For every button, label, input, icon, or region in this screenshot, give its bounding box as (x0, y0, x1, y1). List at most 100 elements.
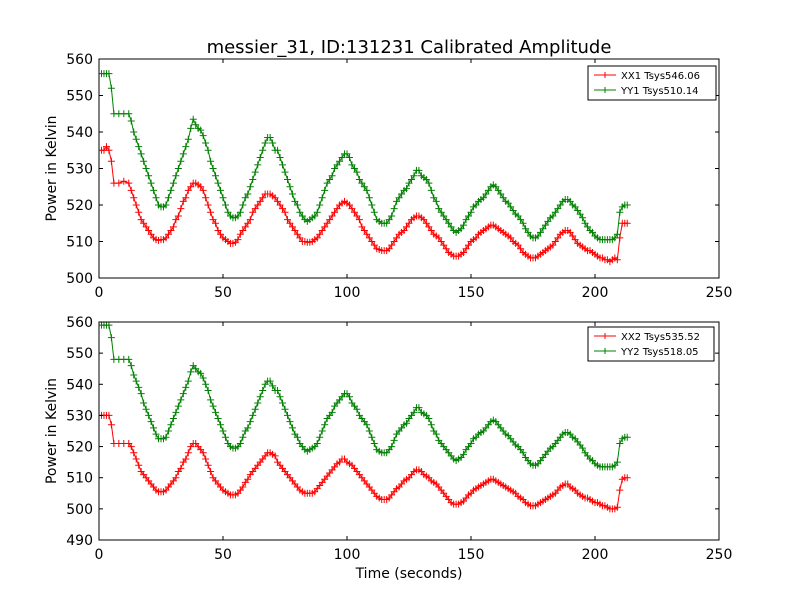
data-point-marker (266, 133, 274, 141)
data-point-marker (328, 408, 336, 416)
data-point-marker (276, 154, 284, 162)
data-point-marker (217, 230, 225, 238)
data-point-marker (484, 186, 492, 194)
data-point-marker (465, 212, 473, 220)
data-point-marker (571, 236, 579, 244)
data-point-marker (479, 194, 487, 202)
data-point-marker (457, 225, 465, 233)
data-point-marker (152, 430, 160, 438)
data-point-marker (616, 208, 624, 216)
data-point-marker (152, 194, 160, 202)
data-point-marker (224, 208, 232, 216)
legend-box (587, 65, 717, 101)
data-point-marker (623, 219, 631, 227)
data-point-marker (365, 194, 373, 202)
data-point-marker (589, 228, 597, 236)
data-point-marker (321, 186, 329, 194)
x-tick-label: 250 (706, 285, 733, 301)
x-tick-label: 250 (706, 547, 733, 563)
y-tick-label: 520 (66, 198, 93, 214)
data-point-marker (147, 418, 155, 426)
data-point-marker (214, 179, 222, 187)
data-point-marker (407, 175, 415, 183)
data-point-marker (202, 139, 210, 147)
data-point-marker (279, 205, 287, 213)
data-point-marker (499, 194, 507, 202)
data-point-marker (554, 234, 562, 242)
data-point-marker (316, 433, 324, 441)
data-point-marker (435, 205, 443, 213)
data-point-marker (130, 449, 138, 457)
data-point-marker (251, 168, 259, 176)
data-point-marker (207, 208, 215, 216)
data-point-marker (519, 449, 527, 457)
data-point-marker (256, 393, 264, 401)
legend-marker-sample (602, 72, 608, 78)
legend-entry-label: XX2 Tsys535.52 (621, 332, 700, 343)
data-point-marker (462, 216, 470, 224)
data-point-marker (623, 201, 631, 209)
data-point-marker (350, 208, 358, 216)
data-point-marker (105, 146, 113, 154)
data-point-marker (107, 334, 115, 342)
data-point-marker (551, 238, 559, 245)
data-point-marker (365, 427, 373, 435)
data-point-marker (365, 234, 373, 242)
data-point-marker (281, 168, 289, 176)
data-point-marker (234, 212, 242, 220)
data-point-marker (217, 421, 225, 429)
data-point-marker (174, 402, 182, 410)
data-point-marker (507, 234, 515, 242)
data-point-marker (239, 433, 247, 441)
data-point-marker (261, 139, 269, 147)
data-point-marker (276, 201, 284, 209)
data-point-marker (177, 396, 185, 404)
data-point-marker (172, 474, 180, 482)
data-point-marker (326, 216, 334, 224)
data-point-marker (199, 132, 207, 140)
data-point-marker (368, 238, 376, 245)
data-point-marker (281, 208, 289, 216)
data-point-marker (244, 424, 252, 432)
data-point-marker (437, 208, 445, 216)
data-point-marker (613, 458, 621, 466)
data-point-marker (271, 194, 279, 202)
data-point-marker (219, 427, 227, 435)
data-point-marker (207, 157, 215, 165)
data-point-marker (321, 223, 329, 231)
data-point-marker (539, 225, 547, 233)
data-point-marker (239, 227, 247, 235)
data-point-marker (244, 219, 252, 227)
data-point-marker (127, 362, 135, 370)
data-point-marker (360, 227, 368, 235)
data-point-marker (179, 390, 187, 398)
data-point-marker (127, 186, 135, 194)
y-tick-label: 540 (66, 125, 93, 141)
data-point-marker (279, 399, 287, 407)
data-point-marker (244, 190, 252, 198)
data-point-marker (162, 234, 170, 242)
data-point-marker (472, 234, 480, 242)
data-point-marker (130, 128, 138, 136)
data-point-marker (204, 146, 212, 154)
data-point-marker (403, 185, 411, 193)
data-point-marker (616, 439, 624, 447)
data-point-marker (623, 474, 631, 482)
data-point-marker (363, 421, 371, 429)
top-series-1 (99, 143, 631, 266)
data-point-marker (246, 216, 254, 224)
data-point-marker (566, 197, 574, 205)
data-point-marker (199, 449, 207, 457)
data-point-marker (212, 172, 220, 180)
data-point-marker (187, 124, 195, 132)
data-point-marker (127, 443, 135, 451)
data-point-marker (509, 206, 517, 214)
data-point-marker (142, 223, 150, 231)
data-point-marker (348, 205, 356, 213)
data-point-marker (125, 355, 133, 363)
data-point-marker (130, 371, 138, 379)
x-tick-label: 100 (334, 285, 361, 301)
x-tick-label: 50 (214, 547, 232, 563)
data-point-marker (296, 208, 304, 216)
bottom-plot-frame (98, 321, 720, 541)
